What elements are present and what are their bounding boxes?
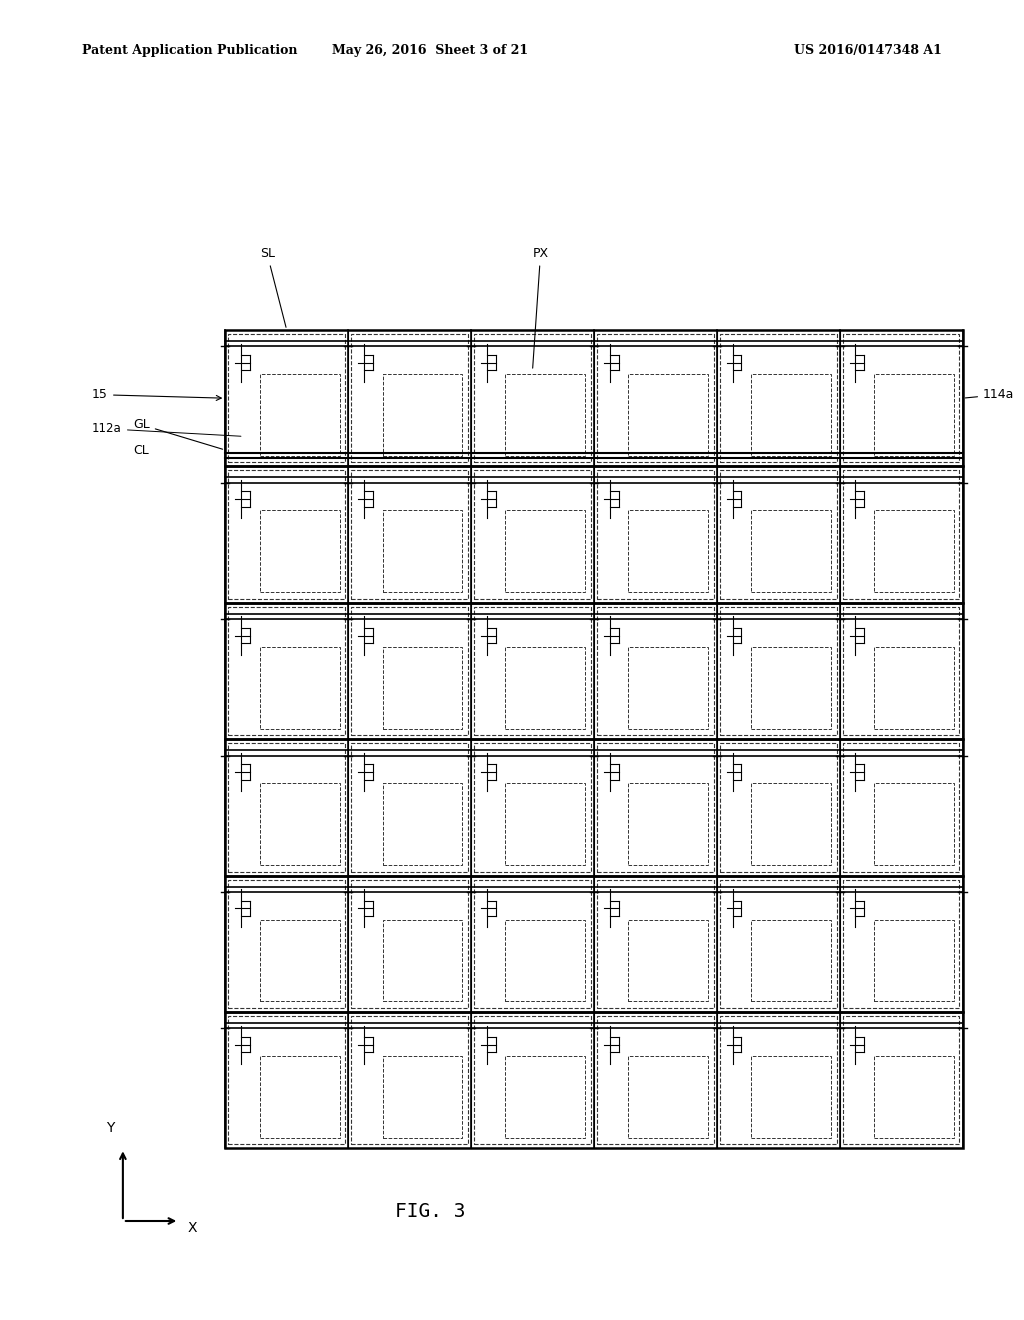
Bar xyxy=(752,647,831,729)
Bar xyxy=(260,1056,340,1138)
Bar xyxy=(351,743,468,871)
Bar xyxy=(629,511,709,593)
Bar xyxy=(506,511,586,593)
Bar xyxy=(225,330,963,466)
Bar xyxy=(720,607,837,735)
Bar xyxy=(506,1056,586,1138)
Bar xyxy=(843,743,959,871)
Bar xyxy=(474,879,591,1008)
Bar xyxy=(629,374,709,455)
Bar xyxy=(597,743,714,871)
Bar xyxy=(228,879,345,1008)
Bar xyxy=(874,511,954,593)
Text: X: X xyxy=(187,1221,197,1234)
Bar xyxy=(874,374,954,455)
Bar xyxy=(383,511,463,593)
Bar xyxy=(506,647,586,729)
Bar xyxy=(228,470,345,599)
Bar xyxy=(752,920,831,1002)
Text: 15: 15 xyxy=(92,388,221,401)
Bar xyxy=(260,374,340,455)
Text: FIG. 3: FIG. 3 xyxy=(395,1203,465,1221)
Bar xyxy=(506,920,586,1002)
Bar xyxy=(597,334,714,462)
Bar xyxy=(474,607,591,735)
Bar xyxy=(874,783,954,865)
Bar xyxy=(597,879,714,1008)
Text: PX: PX xyxy=(532,247,549,368)
Bar xyxy=(225,466,963,603)
Bar xyxy=(351,334,468,462)
Bar xyxy=(506,374,586,455)
Bar xyxy=(260,511,340,593)
Bar xyxy=(629,647,709,729)
Bar xyxy=(383,1056,463,1138)
Bar xyxy=(752,1056,831,1138)
Bar xyxy=(720,334,837,462)
Text: 114a: 114a xyxy=(966,388,1015,401)
Bar xyxy=(843,607,959,735)
Bar xyxy=(843,334,959,462)
Text: SL: SL xyxy=(260,247,286,327)
Bar xyxy=(260,647,340,729)
Bar xyxy=(752,783,831,865)
Text: CL: CL xyxy=(133,444,148,457)
Bar xyxy=(228,743,345,871)
Bar xyxy=(474,470,591,599)
Bar xyxy=(351,1016,468,1144)
Bar xyxy=(474,1016,591,1144)
Bar xyxy=(225,875,963,1012)
Bar xyxy=(351,470,468,599)
Bar xyxy=(474,743,591,871)
Bar xyxy=(629,920,709,1002)
Bar xyxy=(752,374,831,455)
Bar xyxy=(597,607,714,735)
Bar xyxy=(874,920,954,1002)
Bar xyxy=(225,1012,963,1148)
Bar xyxy=(597,1016,714,1144)
Bar xyxy=(597,470,714,599)
Bar xyxy=(260,920,340,1002)
Bar xyxy=(228,607,345,735)
Text: May 26, 2016  Sheet 3 of 21: May 26, 2016 Sheet 3 of 21 xyxy=(332,44,528,57)
Bar xyxy=(228,334,345,462)
Bar xyxy=(874,1056,954,1138)
Text: GL: GL xyxy=(133,418,222,449)
Bar xyxy=(225,603,963,739)
Text: US 2016/0147348 A1: US 2016/0147348 A1 xyxy=(795,44,942,57)
Bar xyxy=(474,334,591,462)
Bar xyxy=(351,879,468,1008)
Bar xyxy=(843,470,959,599)
Bar xyxy=(225,739,963,875)
Bar xyxy=(720,1016,837,1144)
Bar xyxy=(383,647,463,729)
Bar xyxy=(720,743,837,871)
Bar xyxy=(228,1016,345,1144)
Bar xyxy=(351,607,468,735)
Bar xyxy=(383,374,463,455)
Bar xyxy=(874,647,954,729)
Bar xyxy=(843,1016,959,1144)
Bar xyxy=(260,783,340,865)
Text: 112a: 112a xyxy=(92,422,241,436)
Text: Patent Application Publication: Patent Application Publication xyxy=(82,44,297,57)
Bar xyxy=(843,879,959,1008)
Bar xyxy=(629,1056,709,1138)
Bar xyxy=(383,920,463,1002)
Bar xyxy=(752,511,831,593)
Text: Y: Y xyxy=(106,1121,115,1135)
Bar xyxy=(629,783,709,865)
Bar xyxy=(720,470,837,599)
Bar xyxy=(720,879,837,1008)
Bar xyxy=(506,783,586,865)
Bar xyxy=(383,783,463,865)
